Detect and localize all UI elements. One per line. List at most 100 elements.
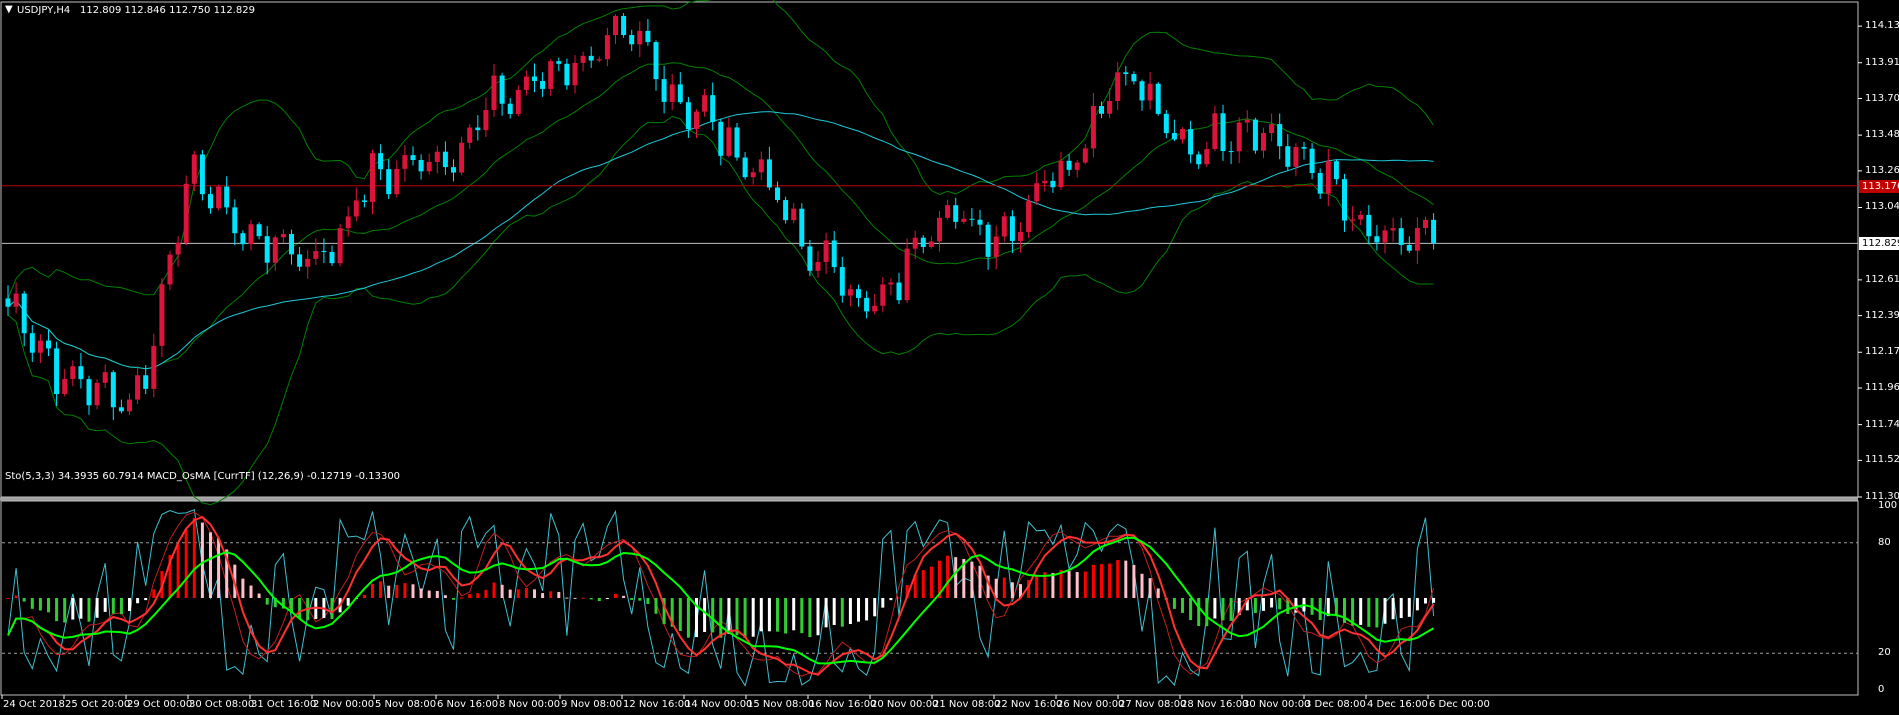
osma-histogram-bar	[735, 598, 739, 636]
osma-histogram-bar	[630, 598, 634, 600]
osma-histogram-bar	[47, 598, 50, 613]
osma-histogram-bar	[549, 591, 553, 598]
time-tick-label: 31 Oct 16:00	[251, 699, 317, 710]
osma-histogram-bar	[1108, 563, 1112, 598]
bull-candle	[426, 161, 432, 172]
bull-candle	[1034, 183, 1040, 202]
osma-histogram-bar	[79, 598, 83, 619]
bull-candle	[694, 111, 699, 130]
bear-candle	[1196, 154, 1202, 165]
osma-histogram-bar	[225, 549, 229, 598]
osma-histogram-bar	[1197, 598, 1201, 627]
osma-histogram-bar	[22, 598, 26, 602]
price-tick-label: 113.480	[1865, 129, 1899, 141]
osma-histogram-bar	[241, 578, 245, 598]
time-tick-label: 15 Nov 08:00	[747, 699, 815, 710]
bear-candle	[710, 95, 716, 122]
bull-candle	[1018, 231, 1023, 241]
osma-histogram-bar	[119, 598, 123, 615]
osma-histogram-bar	[508, 589, 512, 598]
bear-candle	[143, 375, 149, 389]
current-price-tag: 112.829	[1859, 237, 1899, 251]
osma-histogram-bar	[954, 557, 958, 598]
sto-signal-line	[7, 536, 1435, 665]
bear-candle	[532, 76, 537, 82]
bull-candle	[313, 251, 319, 259]
bear-candle	[653, 42, 659, 80]
osma-histogram-bar	[962, 558, 966, 598]
osma-histogram-bar	[1010, 582, 1014, 598]
osma-histogram-bar	[55, 598, 59, 622]
bull-candle	[548, 61, 554, 89]
osma-histogram-bar	[597, 598, 601, 602]
bear-candle	[920, 237, 926, 247]
osma-histogram-bar	[144, 598, 148, 601]
bull-candle	[993, 236, 999, 257]
bear-candle	[1188, 129, 1194, 155]
bear-candle	[1285, 146, 1291, 167]
osma-histogram-bar	[929, 566, 933, 598]
osma-histogram-bar	[1043, 572, 1047, 598]
bull-candle	[961, 218, 967, 222]
osma-histogram-bar	[1367, 598, 1371, 627]
osma-histogram-bar	[168, 554, 172, 598]
osma-histogram-bar	[776, 598, 779, 632]
osma-histogram-bar	[6, 598, 10, 599]
level-tick-label: 0	[1878, 684, 1885, 695]
price-tick-label: 113.045	[1865, 201, 1899, 213]
osma-histogram-bar	[848, 598, 852, 625]
sub-chart-frame	[0, 500, 1859, 696]
bear-candle	[321, 251, 327, 253]
bull-candle	[928, 241, 934, 247]
osma-histogram-bar	[1359, 598, 1363, 625]
osma-histogram-bar	[1424, 598, 1427, 604]
bull-candle	[1244, 119, 1250, 123]
bull-candle	[1090, 106, 1096, 149]
osma-histogram-bar	[524, 587, 528, 598]
bear-candle	[208, 194, 213, 209]
bear-candle	[1163, 113, 1169, 134]
bear-candle	[232, 207, 238, 234]
osma-histogram-bar	[881, 598, 885, 608]
bull-candle	[1261, 133, 1266, 151]
osma-histogram-bar	[938, 560, 941, 598]
bull-candle	[483, 110, 489, 131]
osma-histogram-bar	[1083, 571, 1087, 598]
time-tick-label: 30 Oct 08:00	[189, 699, 255, 710]
bear-candle	[977, 219, 983, 225]
bear-candle	[1155, 83, 1161, 114]
osma-histogram-bar	[1140, 573, 1144, 598]
osma-histogram-bar	[484, 589, 488, 598]
time-tick-label: 20 Nov 00:00	[871, 699, 939, 710]
bear-candle	[386, 169, 392, 195]
osma-histogram-bar	[565, 597, 569, 599]
bear-candle	[297, 254, 303, 267]
symbol-label: USDJPY,H4	[17, 5, 71, 16]
bear-candle	[1406, 244, 1412, 251]
osma-histogram-bar	[71, 598, 75, 620]
osma-histogram-bar	[500, 584, 504, 598]
osma-histogram-bar	[1091, 564, 1095, 598]
bear-candle	[621, 15, 627, 36]
price-tick-label: 113.915	[1865, 56, 1899, 68]
red-line-price-tag: 113.176	[1859, 179, 1899, 193]
osma-histogram-bar	[978, 565, 982, 598]
osma-histogram-bar	[719, 598, 723, 638]
bull-candle	[1115, 72, 1121, 101]
osma-histogram-bar	[654, 598, 658, 614]
osma-histogram-bar	[1278, 598, 1282, 610]
bear-candle	[1066, 160, 1072, 170]
bear-candle	[1252, 119, 1258, 151]
osma-histogram-bar	[622, 595, 626, 598]
osma-histogram-bar	[1116, 559, 1120, 598]
symbol-menu-icon[interactable]: ▼	[5, 4, 13, 15]
bull-candle	[758, 159, 764, 173]
osma-histogram-bar	[427, 590, 431, 598]
osma-histogram-bar	[840, 598, 844, 627]
bull-candle	[402, 155, 408, 169]
time-tick-label: 6 Dec 00:00	[1429, 699, 1490, 710]
bear-candle	[953, 205, 959, 222]
osma-histogram-bar	[541, 593, 545, 598]
bear-candle	[1431, 219, 1437, 244]
osma-histogram-bar	[638, 598, 642, 601]
